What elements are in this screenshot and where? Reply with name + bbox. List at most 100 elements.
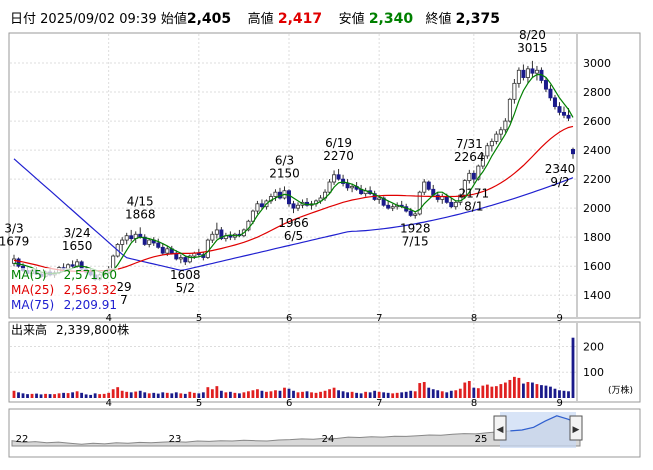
volume-bar — [350, 391, 354, 398]
volume-bar — [179, 393, 183, 398]
candle-body — [480, 155, 485, 167]
month-tick-label: 9 — [556, 313, 562, 324]
price-tick-label: 1400 — [583, 289, 611, 302]
volume-bar — [445, 392, 449, 398]
legend-bg — [10, 268, 118, 282]
price-tick-label: 2200 — [583, 173, 611, 186]
volume-bar — [553, 388, 557, 398]
volume-bar — [12, 390, 16, 398]
volume-title-bg — [10, 323, 130, 337]
legend-value: 2,209.91 — [64, 298, 117, 312]
candle-body — [156, 242, 161, 248]
volume-bar — [125, 391, 129, 398]
candle-body — [75, 261, 80, 267]
candle-body — [286, 190, 291, 205]
volume-bar — [256, 389, 259, 398]
volume-bar — [102, 393, 106, 398]
volume-bar — [260, 390, 264, 398]
volume-bar — [301, 391, 304, 398]
candle-body — [552, 97, 557, 107]
volume-bar — [192, 392, 196, 398]
high-label: 高値 — [247, 12, 274, 27]
volume-bar — [143, 392, 147, 398]
price-annotation-label: 2340 — [545, 162, 576, 176]
candle-body — [142, 236, 147, 245]
price-annotation-label: 1868 — [125, 207, 156, 221]
candle-body — [341, 178, 346, 184]
volume-bar — [314, 392, 318, 398]
candle-body — [345, 183, 350, 189]
open-label: 始値 — [160, 12, 187, 27]
candle-body — [422, 181, 427, 193]
volume-value: 2,339,800株 — [56, 322, 129, 337]
volume-bar — [503, 382, 507, 398]
volume-month-tick-label: 9 — [556, 398, 562, 409]
price-annotation-label: 2264 — [454, 150, 485, 164]
candle-body — [467, 172, 472, 181]
volume-bar — [75, 391, 79, 398]
ma75-line — [13, 158, 574, 271]
legend-value: 2,563.32 — [64, 283, 117, 297]
navigator-right-handle[interactable] — [569, 415, 583, 441]
volume-bar — [571, 337, 575, 398]
volume-bar — [215, 386, 219, 398]
legend-bg — [10, 283, 118, 297]
candle-body — [516, 69, 521, 84]
volume-bar — [386, 392, 390, 398]
volume-bar — [233, 392, 237, 398]
volume-bar — [404, 391, 408, 398]
volume-bar — [206, 387, 210, 398]
month-tick-label: 8 — [471, 313, 477, 324]
price-annotation-label: 6/19 — [325, 136, 352, 150]
price-annotation-label: 1679 — [0, 235, 29, 249]
volume-month-tick-label: 4 — [106, 398, 112, 409]
volume-bar — [44, 393, 47, 398]
price-tick-label: 2000 — [583, 202, 611, 215]
volume-bar — [485, 384, 489, 398]
volume-bar — [544, 385, 548, 398]
candle-body — [458, 194, 463, 203]
candle-body — [566, 114, 571, 119]
volume-tick-label: 200 — [583, 340, 604, 353]
price-annotation-label: 1928 — [400, 222, 431, 236]
candle-body — [449, 201, 454, 208]
navigator-year-label: 25 — [475, 434, 488, 445]
volume-bar — [364, 391, 368, 398]
price-annotation-label: 5/2 — [176, 281, 195, 295]
navigator-year-label: 24 — [322, 434, 335, 445]
volume-bar — [129, 392, 133, 398]
volume-bar — [89, 394, 93, 398]
candle-body — [471, 172, 476, 180]
candle-body — [183, 257, 188, 263]
volume-bar — [66, 393, 70, 398]
candle-body — [507, 98, 512, 122]
candle-body — [210, 233, 215, 241]
price-tick-label: 2800 — [583, 86, 611, 99]
volume-bar — [310, 392, 313, 398]
price-annotation-label: 7 — [120, 293, 128, 307]
volume-bar — [147, 393, 151, 398]
volume-bar — [247, 391, 250, 398]
close-value: 2,375 — [455, 11, 500, 27]
volume-bar — [337, 390, 340, 398]
volume-month-tick-label: 6 — [286, 398, 292, 409]
volume-bar — [463, 382, 467, 398]
volume-bar — [549, 386, 552, 398]
navigator-left-handle-icon: ◀ — [497, 425, 504, 435]
price-annotation-label: 7/15 — [402, 235, 429, 249]
candle-body — [561, 111, 566, 116]
volume-bar — [161, 392, 165, 398]
legend-value: 2,571.60 — [64, 268, 117, 282]
volume-bar — [98, 394, 102, 398]
candle-body — [350, 185, 355, 189]
price-annotation-label: 8/1 — [464, 199, 483, 213]
navigator-selected-line — [510, 415, 581, 432]
volume-bar — [170, 393, 174, 398]
candle-body — [160, 246, 165, 254]
candle-body — [476, 165, 481, 180]
candle-body — [124, 235, 129, 241]
navigator-left-handle[interactable] — [493, 415, 507, 441]
candle-body — [530, 68, 535, 74]
price-annotation-label: 2270 — [323, 149, 354, 163]
volume-bar — [283, 387, 286, 398]
